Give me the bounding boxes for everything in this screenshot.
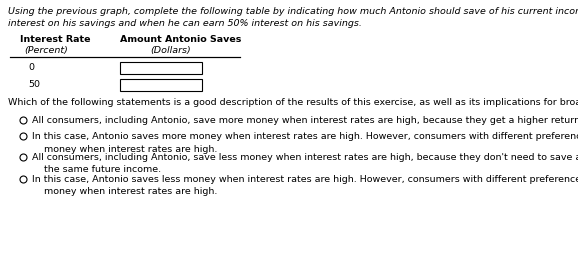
Text: (Dollars): (Dollars) (150, 46, 191, 55)
Text: Amount Antonio Saves: Amount Antonio Saves (120, 35, 242, 44)
Text: All consumers, including Antonio, save less money when interest rates are high, : All consumers, including Antonio, save l… (32, 153, 578, 174)
Text: Using the previous graph, complete the following table by indicating how much An: Using the previous graph, complete the f… (8, 7, 578, 16)
Text: All consumers, including Antonio, save more money when interest rates are high, : All consumers, including Antonio, save m… (32, 116, 578, 125)
Text: interest on his savings and when he can earn 50% interest on his savings.: interest on his savings and when he can … (8, 19, 362, 28)
Text: In this case, Antonio saves more money when interest rates are high. However, co: In this case, Antonio saves more money w… (32, 132, 578, 153)
Text: In this case, Antonio saves less money when interest rates are high. However, co: In this case, Antonio saves less money w… (32, 175, 578, 197)
Text: Which of the following statements is a good description of the results of this e: Which of the following statements is a g… (8, 98, 578, 107)
Text: 0: 0 (28, 63, 34, 72)
Text: 50: 50 (28, 80, 40, 89)
Text: Interest Rate: Interest Rate (20, 35, 91, 44)
Text: (Percent): (Percent) (24, 46, 68, 55)
